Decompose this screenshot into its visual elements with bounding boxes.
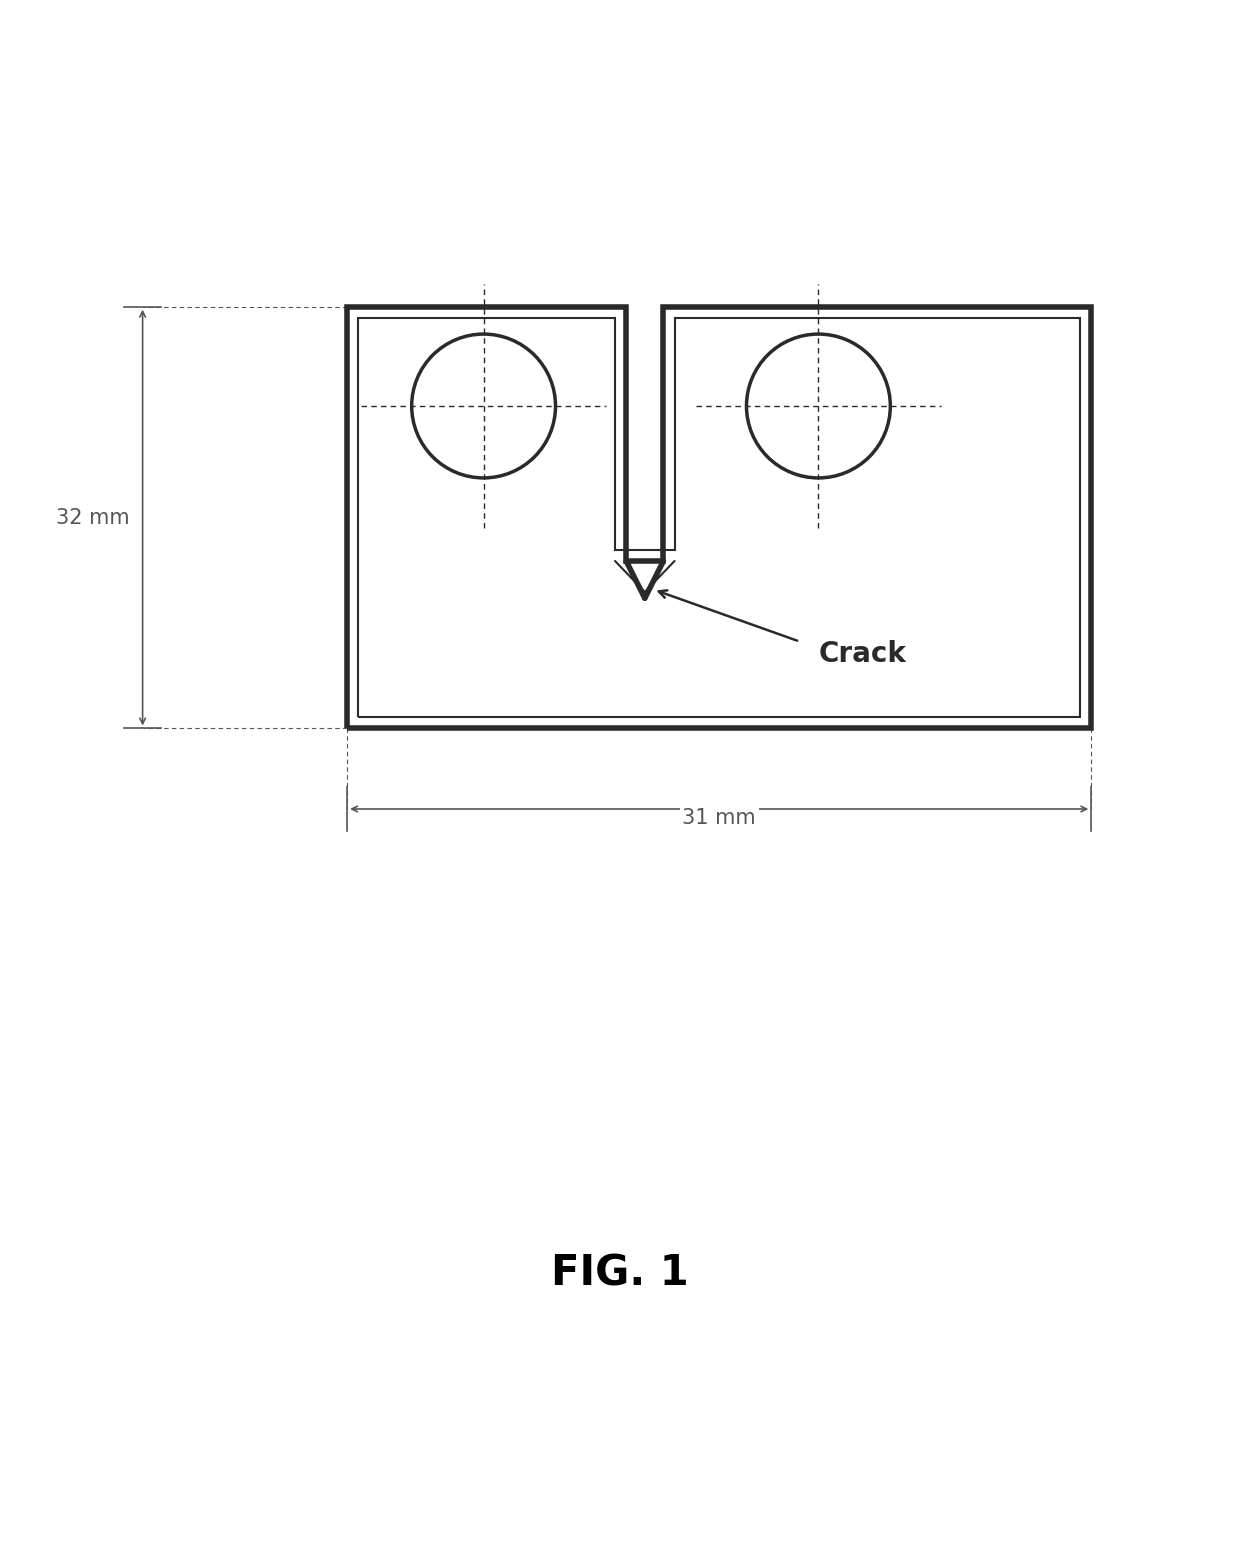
Text: FIG. 1: FIG. 1: [551, 1253, 689, 1295]
Text: 32 mm: 32 mm: [56, 507, 130, 527]
Text: 31 mm: 31 mm: [682, 808, 756, 828]
Text: Crack: Crack: [818, 640, 906, 668]
